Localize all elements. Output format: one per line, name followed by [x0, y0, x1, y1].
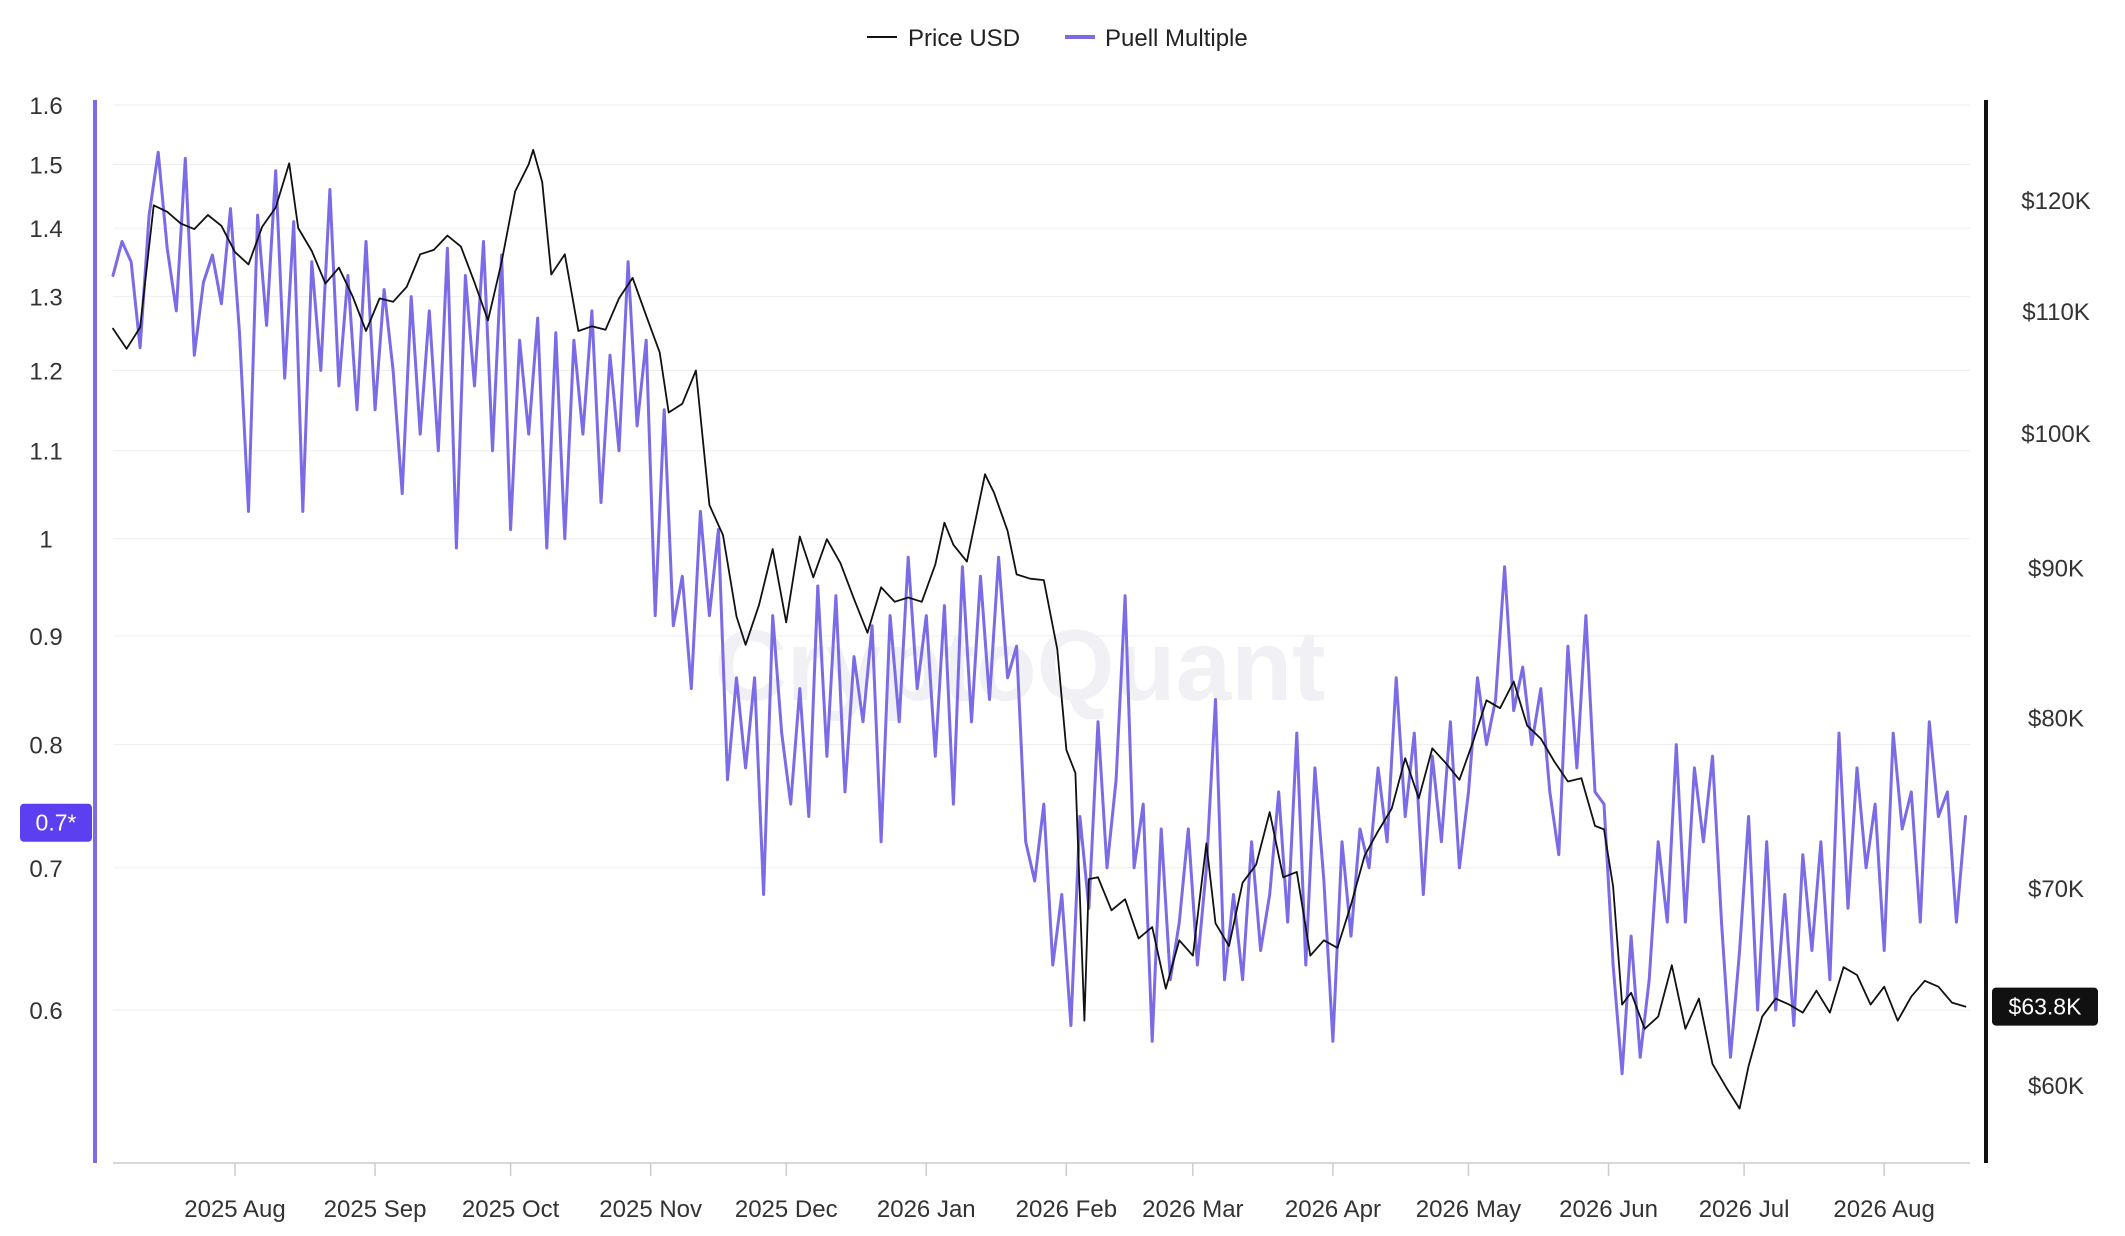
- x-tick-label: 2025 Oct: [462, 1196, 560, 1223]
- y-left-tick-label: 0.8: [29, 733, 62, 760]
- x-tick-label: 2026 Apr: [1285, 1196, 1381, 1223]
- y-right-tick-label: $110K: [2022, 299, 2090, 326]
- axes-layer: [93, 100, 1988, 1176]
- x-tick-label: 2025 Sep: [324, 1196, 427, 1223]
- price-current-badge-label: $63.8K: [2009, 994, 2083, 1020]
- x-tick-label: 2025 Aug: [184, 1196, 285, 1223]
- y-right-tick-label: $100K: [2021, 421, 2090, 448]
- y-left-tick-label: 0.7: [29, 856, 62, 883]
- y-right-tick-label: $70K: [2028, 876, 2084, 903]
- series-layer: [111, 149, 1967, 1110]
- x-tick-label: 2025 Dec: [735, 1196, 838, 1223]
- puell-current-badge: [20, 803, 92, 842]
- legend: Price USD Puell Multiple: [867, 25, 1248, 52]
- x-tick-label: 2026 Jan: [877, 1196, 976, 1223]
- x-tick-label: 2026 Jul: [1699, 1196, 1790, 1223]
- x-tick-label: 2026 Mar: [1142, 1196, 1243, 1223]
- y-left-tick-label: 1: [39, 527, 52, 554]
- y-left-tick-label: 1.5: [29, 153, 62, 180]
- x-tick-label: 2026 Feb: [1016, 1196, 1117, 1223]
- y-left-tick-label: 1.3: [29, 285, 62, 312]
- y-left-tick-label: 0.9: [29, 624, 62, 651]
- y-left-tick-label: 1.6: [29, 93, 62, 120]
- labels-layer: 1.6 1.5 1.4 1.3 1.2 1.1 1 0.9 0.8 0.7 0.6 $120K $110…: [20, 93, 2098, 1223]
- y-left-tick-label: 1.4: [29, 216, 62, 243]
- grid-layer: [113, 104, 1970, 1011]
- x-tick-label: 2026 Aug: [1833, 1196, 1934, 1223]
- y-right-tick-label: $60K: [2028, 1073, 2084, 1100]
- y-right-tick-label: $80K: [2028, 706, 2084, 733]
- price-current-badge: [1992, 987, 2098, 1026]
- y-left-tick-label: 1.2: [29, 358, 62, 385]
- price-usd-line: [112, 149, 1967, 1110]
- x-tick-label: 2026 May: [1416, 1196, 1521, 1223]
- legend-puell-label[interactable]: Puell Multiple: [1105, 25, 1248, 52]
- y-left-tick-label: 0.6: [29, 998, 62, 1025]
- y-left-tick-label: 1.1: [29, 439, 62, 466]
- y-right-tick-label: $90K: [2028, 555, 2084, 582]
- puell-current-badge-label: 0.7*: [36, 810, 77, 836]
- x-tick-label: 2026 Jun: [1559, 1196, 1658, 1223]
- puell-multiple-line: [111, 150, 1967, 1076]
- y-right-tick-label: $120K: [2021, 188, 2090, 215]
- legend-price-label[interactable]: Price USD: [908, 25, 1020, 52]
- x-tick-label: 2025 Nov: [599, 1196, 702, 1223]
